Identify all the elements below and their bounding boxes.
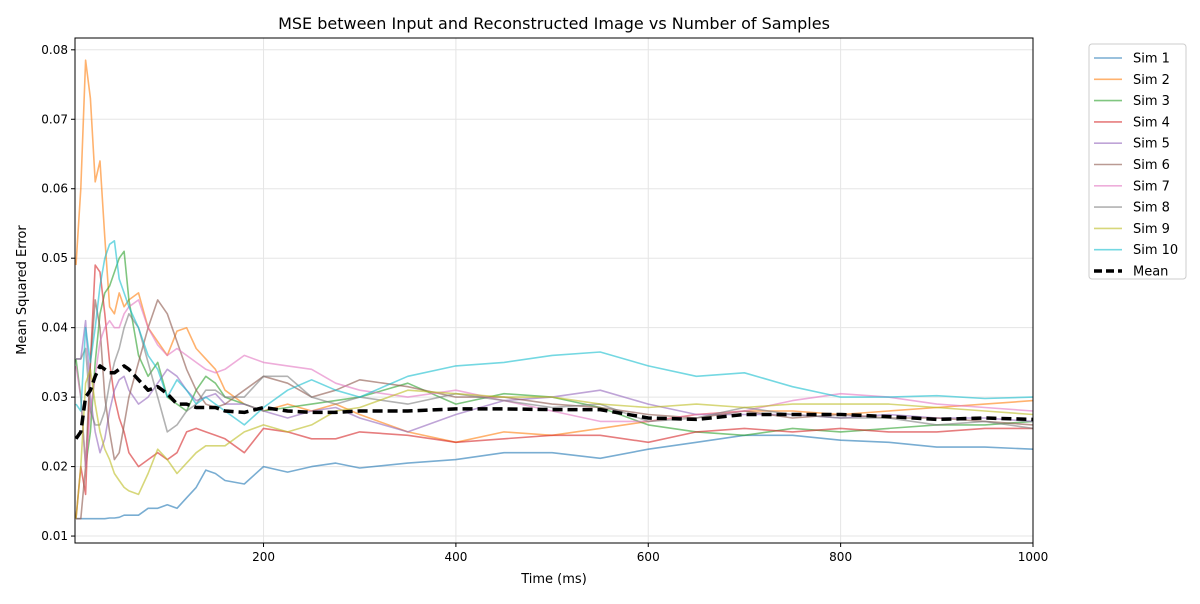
series-line-sim-5	[76, 319, 1034, 454]
y-tick-label: 0.04	[41, 321, 68, 335]
series-lines	[74, 59, 1034, 520]
y-tick-label: 0.07	[41, 112, 68, 126]
series-line-sim-2	[75, 59, 1034, 444]
grid	[75, 38, 1034, 543]
legend-label: Sim 2	[1133, 73, 1170, 88]
y-axis: 0.01 0.02 0.03 0.04 0.05 0.06 0.07 0.08	[41, 43, 75, 543]
series-line-sim-8	[76, 312, 1034, 433]
legend-label: Sim 6	[1133, 158, 1170, 173]
chart-title: MSE between Input and Reconstructed Imag…	[278, 14, 830, 33]
x-axis-label: Time (ms)	[520, 572, 587, 587]
x-tick-label: 400	[444, 550, 467, 564]
series-line-mean	[74, 364, 1034, 440]
y-tick-label: 0.02	[41, 460, 68, 474]
legend-label: Mean	[1133, 265, 1168, 280]
legend-box	[1088, 43, 1187, 280]
plot-frame	[74, 37, 1034, 544]
y-axis-label: Mean Squared Error	[15, 225, 30, 355]
x-tick-label: 1000	[1018, 550, 1049, 564]
series-line-sim-1	[76, 434, 1034, 520]
legend-label: Sim 3	[1133, 94, 1170, 109]
series-line-sim-9	[75, 368, 1034, 519]
legend-label: Sim 5	[1133, 137, 1170, 152]
x-tick-label: 600	[637, 550, 660, 564]
y-tick-label: 0.06	[41, 182, 68, 196]
legend-label: Sim 10	[1133, 243, 1178, 258]
y-tick-label: 0.01	[41, 529, 68, 543]
legend-label: Sim 9	[1133, 222, 1170, 237]
series-line-sim-10	[75, 240, 1034, 426]
series-line-sim-7	[75, 299, 1034, 468]
legend-label: Sim 1	[1133, 52, 1170, 67]
y-tick-label: 0.08	[41, 43, 68, 57]
legend-label: Sim 8	[1133, 201, 1170, 216]
legend: Sim 1 Sim 2 Sim 3 Sim 4 Sim 5 Sim 6 Sim 7 Sim 8…	[1088, 43, 1187, 280]
x-tick-label: 200	[252, 550, 275, 564]
legend-label: Sim 7	[1133, 179, 1170, 194]
x-tick-label: 800	[829, 550, 852, 564]
y-tick-label: 0.03	[41, 390, 68, 404]
x-axis: 200 400 600 800 1000	[252, 543, 1048, 564]
legend-label: Sim 4	[1133, 115, 1170, 130]
series-line-sim-4	[75, 264, 1033, 519]
y-tick-label: 0.05	[41, 251, 68, 265]
series-line-sim-3	[75, 250, 1034, 468]
